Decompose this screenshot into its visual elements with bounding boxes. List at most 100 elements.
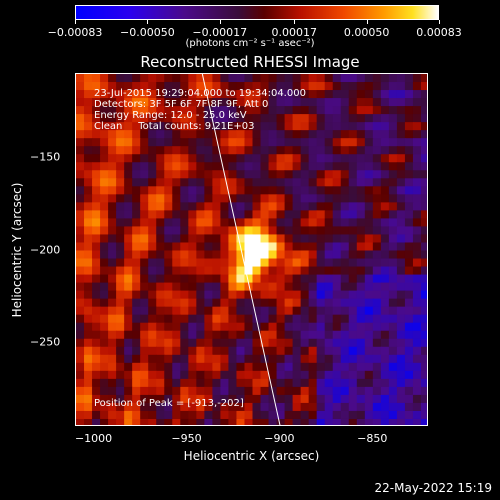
heatmap-cell — [116, 154, 125, 163]
heatmap-cell — [100, 162, 109, 171]
heatmap-cell — [108, 138, 117, 147]
heatmap-cell — [180, 186, 189, 195]
heatmap-cell — [244, 186, 254, 195]
heatmap-cell — [396, 274, 406, 284]
heatmap-cell — [292, 282, 302, 292]
heatmap-cell — [180, 330, 189, 340]
heatmap-cell — [404, 178, 414, 187]
heatmap-cell — [276, 162, 286, 171]
heatmap-cell — [108, 90, 117, 99]
heatmap-cell — [396, 162, 406, 171]
heatmap-cell — [172, 298, 181, 308]
x-tick-label: −850 — [357, 432, 388, 445]
heatmap-cell — [292, 234, 302, 244]
heatmap-cell — [332, 122, 342, 131]
heatmap-cell — [252, 234, 262, 244]
heatmap-cell — [252, 226, 262, 236]
heatmap-cell — [172, 74, 181, 83]
heatmap-cell — [164, 162, 173, 171]
heatmap-cell — [92, 242, 101, 252]
heatmap-cell — [348, 186, 358, 195]
heatmap-cell — [252, 386, 262, 396]
heatmap-cell — [316, 242, 326, 252]
heatmap-cell — [164, 234, 173, 244]
heatmap-cell — [220, 210, 230, 220]
heatmap-cell — [308, 354, 318, 364]
heatmap-cell — [372, 314, 382, 324]
heatmap-cell — [404, 90, 414, 99]
heatmap-cell — [236, 234, 246, 244]
heatmap-cell — [84, 218, 93, 228]
heatmap-cell — [268, 130, 278, 139]
heatmap-cell — [76, 210, 85, 220]
heatmap-cell — [244, 194, 254, 203]
heatmap-cell — [396, 170, 406, 179]
heatmap-cell — [324, 90, 334, 99]
heatmap-cell — [196, 282, 205, 292]
heatmap-cell — [228, 226, 238, 236]
heatmap-cell — [372, 218, 382, 228]
heatmap-cell — [116, 402, 125, 412]
heatmap-cell — [84, 418, 93, 425]
heatmap-cell — [124, 98, 133, 107]
heatmap-cell — [276, 170, 286, 179]
heatmap-cell — [300, 346, 310, 356]
heatmap-cell — [100, 250, 109, 260]
heatmap-cell — [76, 378, 85, 388]
heatmap-cell — [164, 410, 173, 420]
heatmap-cell — [316, 290, 326, 300]
heatmap-cell — [100, 218, 109, 228]
heatmap-cell — [124, 298, 133, 308]
heatmap-cell — [316, 74, 326, 83]
heatmap-cell — [100, 210, 109, 220]
heatmap-cell — [308, 402, 318, 412]
heatmap-cell — [364, 298, 374, 308]
heatmap-cell — [292, 410, 302, 420]
heatmap-cell — [356, 282, 366, 292]
heatmap-cell — [180, 218, 189, 228]
colorbar-tick-mark — [219, 20, 221, 24]
colorbar-tick-mark — [75, 20, 76, 24]
heatmap-cell — [388, 146, 398, 155]
heatmap-cell — [244, 290, 254, 300]
heatmap-cell — [348, 90, 358, 99]
heatmap-cell — [252, 186, 262, 195]
heatmap-cell — [300, 282, 310, 292]
heatmap-cell — [364, 178, 374, 187]
heatmap-cell — [116, 330, 125, 340]
heatmap-cell — [116, 122, 125, 131]
heatmap-cell — [108, 154, 117, 163]
heatmap-cell — [372, 210, 382, 220]
heatmap-cell — [236, 378, 246, 388]
heatmap-cell — [420, 306, 427, 316]
heatmap-cell — [196, 170, 205, 179]
heatmap-cell — [108, 306, 117, 316]
heatmap-cell — [108, 354, 117, 364]
heatmap-cell — [84, 298, 93, 308]
heatmap-cell — [372, 114, 382, 123]
heatmap-cell — [252, 282, 262, 292]
heatmap-cell — [412, 298, 422, 308]
heatmap-cell — [332, 362, 342, 372]
heatmap-cell — [332, 162, 342, 171]
heatmap-cell — [348, 290, 358, 300]
heatmap-cell — [252, 362, 262, 372]
heatmap-cell — [220, 338, 230, 348]
heatmap-cell — [308, 82, 318, 91]
heatmap-cell — [260, 90, 270, 99]
heatmap-cell — [412, 186, 422, 195]
heatmap-cell — [420, 282, 427, 292]
heatmap-cell — [180, 386, 189, 396]
heatmap-cell — [308, 370, 318, 380]
heatmap-cell — [156, 234, 165, 244]
heatmap-cell — [164, 306, 173, 316]
heatmap-cell — [332, 418, 342, 425]
heatmap-cell — [412, 410, 422, 420]
heatmap-cell — [316, 250, 326, 260]
heatmap-cell — [92, 418, 101, 425]
heatmap-cell — [132, 386, 141, 396]
heatmap-cell — [276, 346, 286, 356]
heatmap-cell — [204, 234, 213, 244]
heatmap-cell — [308, 90, 318, 99]
heatmap-cell — [364, 410, 374, 420]
